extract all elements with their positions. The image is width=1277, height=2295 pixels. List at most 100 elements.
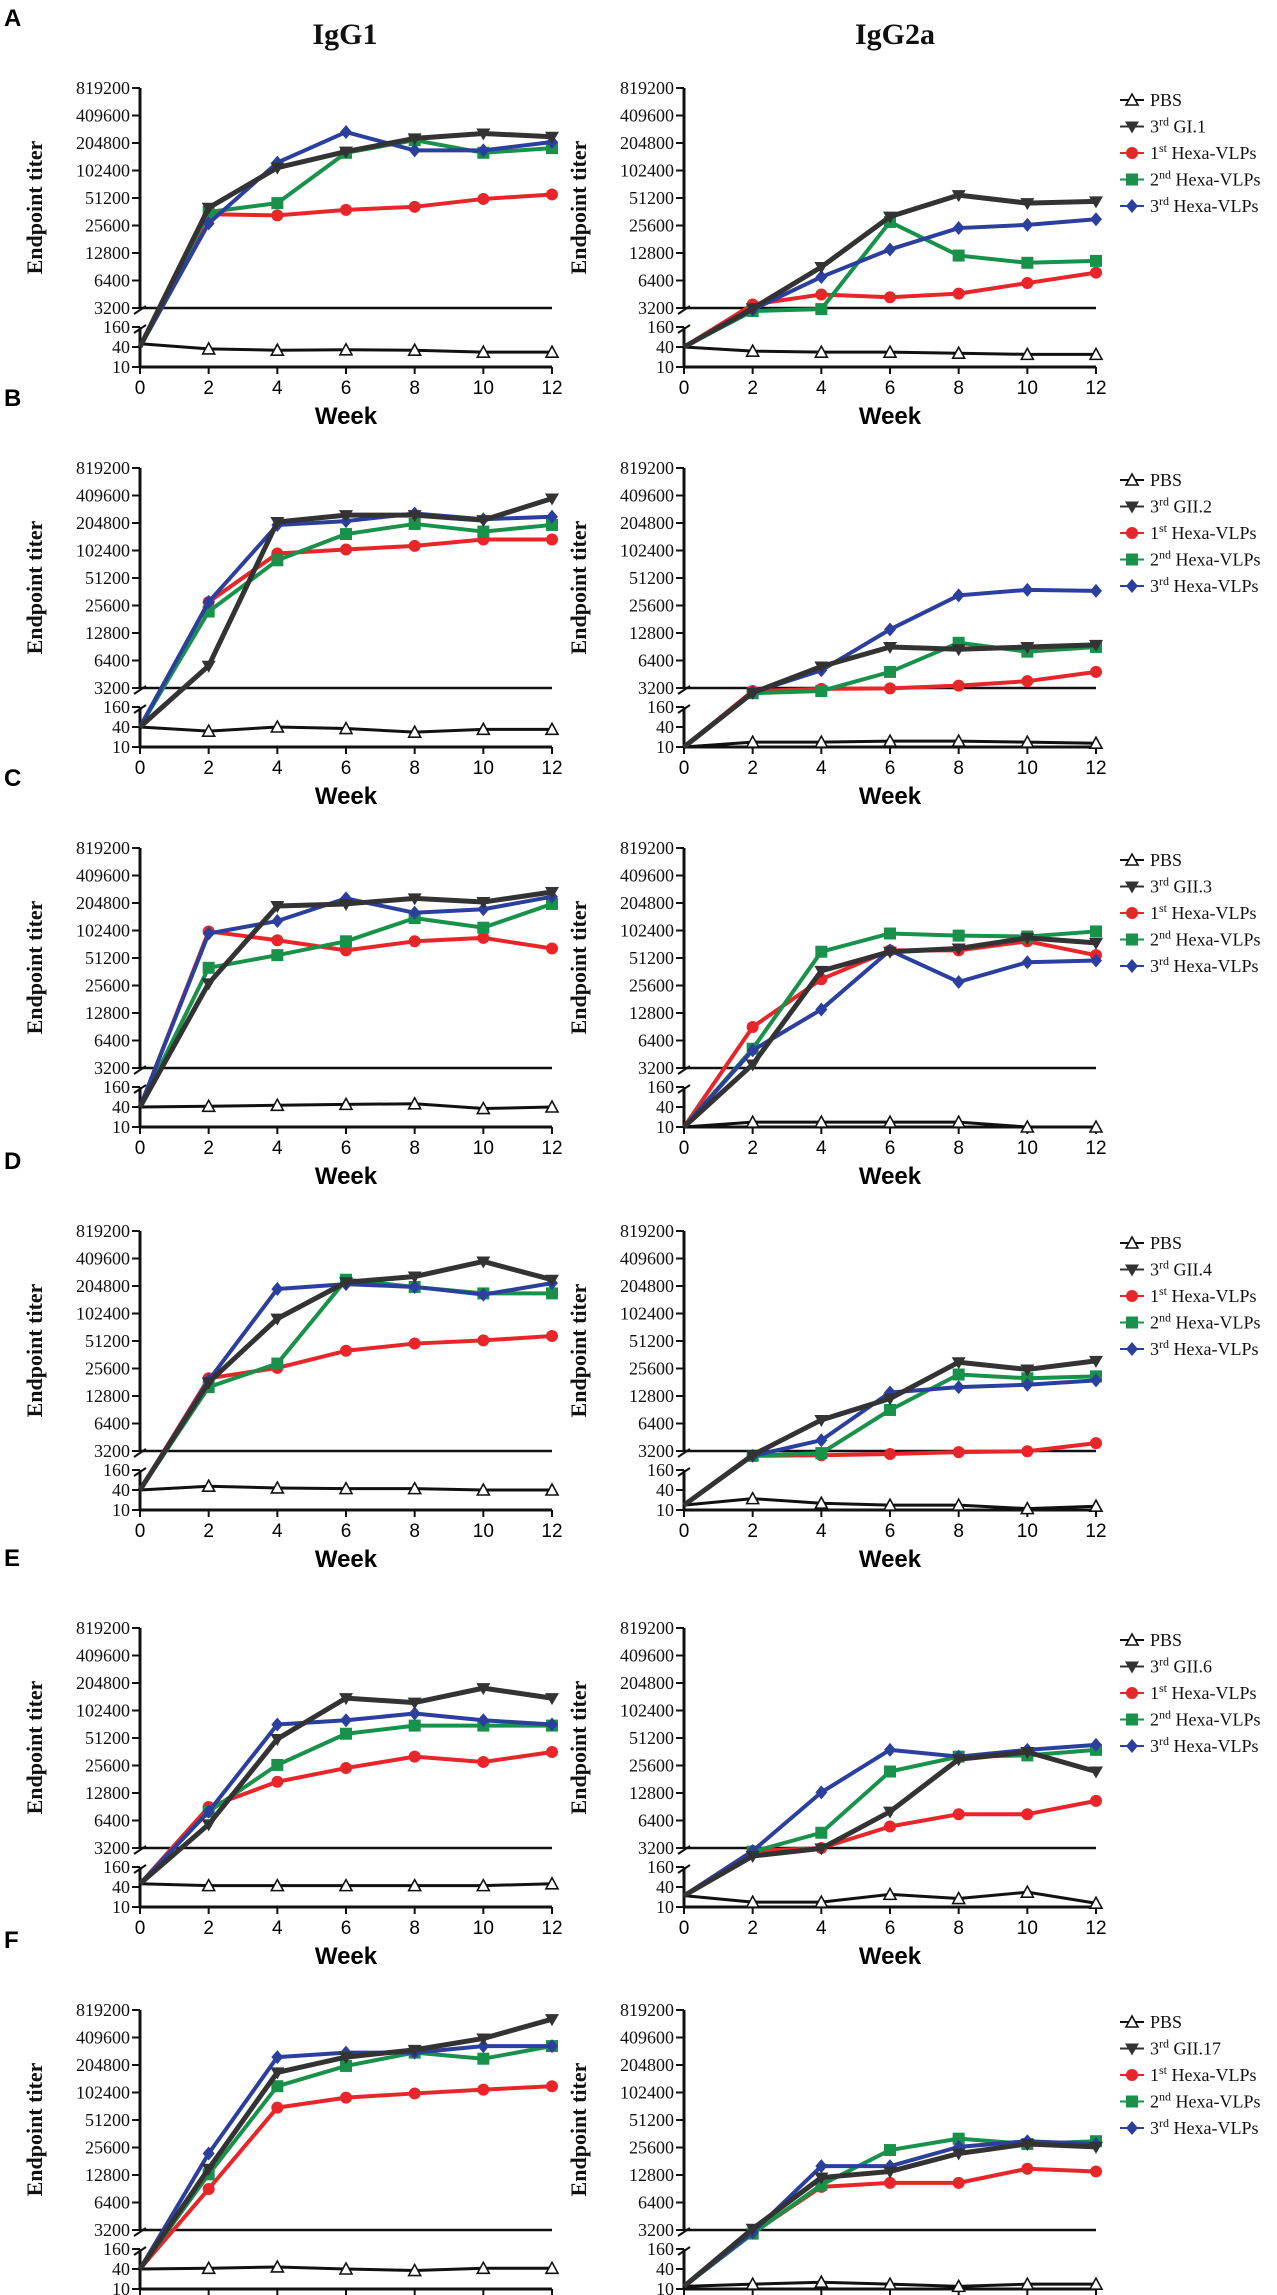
axis-break-mark [677,324,691,334]
y-tick-label: 40 [112,1097,130,1117]
marker-hexa2 [477,2052,490,2065]
marker-pbs [544,1482,560,1496]
marker-third-strain [201,202,216,215]
legend-label: 1st Hexa-VLPs [1150,2063,1257,2085]
marker-hexa2 [546,897,558,910]
x-tick-label: 12 [1085,1918,1106,1939]
panel-E-IgG2a: 8192004096002048001024005120025600128006… [566,1618,1260,1970]
legend-label: PBS [1150,90,1182,110]
legend-swatch-marker [1126,553,1138,566]
marker-pbs [544,344,560,358]
marker-third-strain [951,2148,966,2161]
y-tick-label: 409600 [620,1646,674,1666]
marker-pbs [1019,2276,1035,2290]
marker-hexa2 [340,528,352,541]
legend-label: 3rd Hexa-VLPs [1150,574,1258,596]
y-tick-label: 51200 [85,1331,130,1351]
marker-third-strain [339,510,353,523]
marker-hexa1 [746,1020,759,1033]
y-tick-label: 102400 [76,921,130,941]
marker-third-strain [476,515,491,528]
marker-pbs [951,733,967,747]
x-tick-label: 2 [203,378,214,399]
x-tick-label: 6 [885,1521,896,1542]
legend-label: 3rd Hexa-VLPs [1150,2116,1258,2138]
marker-third-strain [545,493,559,506]
marker-hexa3 [202,594,215,609]
panel-A-IgG2a: 8192004096002048001024005120025600128006… [566,78,1260,430]
axis-break-mark [677,1864,691,1874]
y-tick-label: 409600 [76,106,130,126]
y-axis-title: Endpoint titer [22,1680,47,1814]
x-axis-title: Week [859,1163,922,1190]
y-tick-label: 102400 [620,541,674,561]
marker-pbs [407,342,423,357]
marker-hexa2 [952,249,965,262]
y-tick-label: 51200 [85,948,130,968]
legend-label: 2nd Hexa-VLPs [1150,548,1260,570]
marker-pbs [745,1114,761,1128]
marker-hexa3 [1090,953,1102,968]
marker-third-strain [339,1693,353,1706]
y-tick-label: 204800 [620,1673,674,1693]
marker-pbs [1088,346,1104,361]
marker-third-strain [883,211,897,224]
legend-swatch-marker [1126,1739,1138,1753]
marker-pbs [544,2260,560,2275]
marker-hexa2 [952,1368,965,1381]
marker-hexa2 [952,2132,965,2145]
marker-third-strain [201,1819,216,1832]
marker-third-strain [1089,639,1103,652]
marker-hexa1 [477,1334,490,1347]
y-tick-label: 819200 [76,1221,130,1241]
y-axis-title: Endpoint titer [22,1283,47,1417]
y-tick-label: 10 [112,357,130,377]
y-tick-label: 12800 [629,2165,674,2185]
y-tick-label: 25600 [85,216,130,236]
marker-hexa2 [271,1758,284,1771]
y-axis-title: Endpoint titer [22,520,47,654]
marker-hexa2 [271,949,284,962]
y-tick-label: 409600 [76,1249,130,1269]
marker-pbs [951,2278,967,2293]
marker-pbs [951,1114,967,1128]
marker-third-strain [270,900,285,913]
marker-third-strain [814,1414,829,1427]
marker-third-strain [1089,2141,1103,2154]
x-tick-label: 10 [1017,758,1038,779]
y-tick-label: 819200 [620,1618,674,1638]
marker-pbs [338,1877,354,1892]
series-line-third-strain [682,642,1097,749]
marker-hexa3 [202,2146,215,2161]
y-tick-label: 3200 [638,1838,674,1858]
legend-label: 3rd Hexa-VLPs [1150,1337,1258,1359]
marker-hexa3 [815,269,828,284]
y-tick-label: 6400 [94,1414,130,1434]
y-tick-label: 204800 [620,2055,674,2075]
marker-third-strain [407,510,422,523]
marker-third-strain [951,644,966,657]
legend-label: 3rd Hexa-VLPs [1150,194,1258,216]
marker-third-strain [270,1733,285,1746]
x-tick-label: 4 [272,758,283,779]
y-tick-label: 409600 [620,1249,674,1269]
y-tick-label: 10 [112,1897,130,1917]
marker-third-strain [745,1059,760,1072]
marker-third-strain [814,965,829,978]
y-tick-label: 204800 [76,513,130,533]
marker-third-strain [883,2166,897,2179]
x-tick-label: 6 [341,1918,352,1939]
marker-pbs [201,2260,217,2275]
x-tick-label: 12 [541,758,562,779]
legend-swatch-marker [1125,2043,1139,2056]
legend-label: 2nd Hexa-VLPs [1150,2090,1260,2112]
y-tick-label: 12800 [85,243,130,263]
x-tick-label: 10 [473,1918,494,1939]
marker-third-strain [476,128,491,141]
y-tick-label: 51200 [85,188,130,208]
marker-pbs [269,1097,285,1112]
marker-pbs [951,345,967,360]
x-tick-label: 12 [541,1918,562,1939]
marker-third-strain [745,687,760,700]
